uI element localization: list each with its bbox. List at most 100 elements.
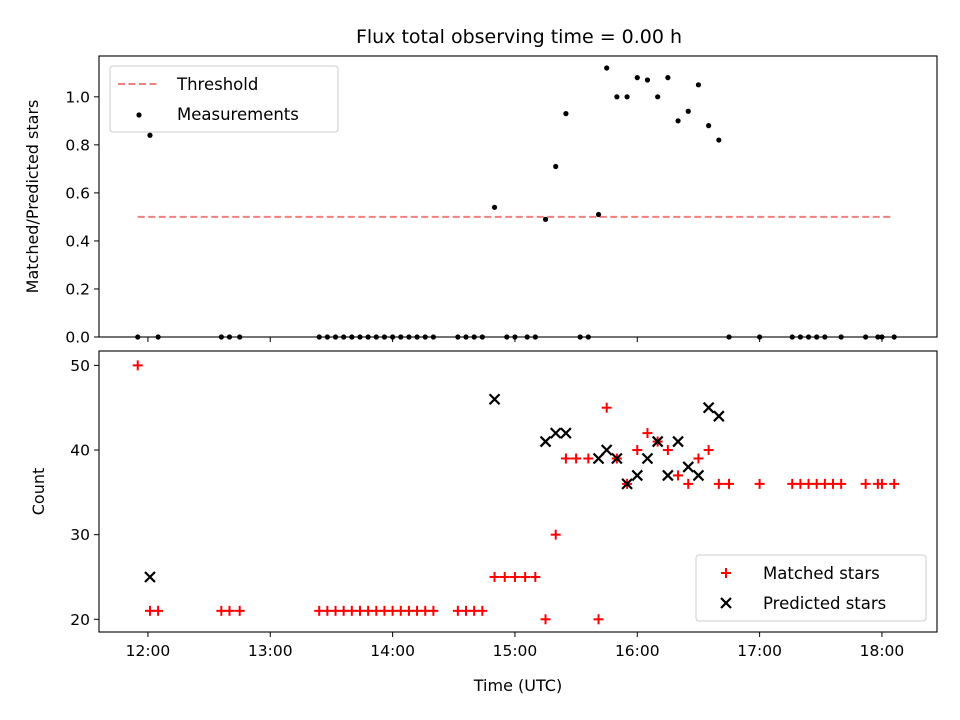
measurement-point	[675, 118, 681, 124]
axes-frame	[98, 55, 938, 338]
x-b	[702, 401, 715, 414]
legend-measurement-label: Measurements	[177, 105, 299, 124]
matched-star-point	[889, 478, 900, 489]
x-tick-label: 16:00	[615, 642, 660, 660]
matched-star-point	[662, 445, 673, 456]
y-tick-label: 50	[70, 357, 90, 375]
y-tick-label: 1.0	[65, 88, 90, 106]
measurement-point	[604, 65, 610, 71]
y-tick-label: 0.6	[65, 184, 90, 202]
x-b	[682, 461, 695, 473]
measurement-point	[665, 75, 671, 81]
y-tick-label: 0.8	[65, 136, 90, 154]
matched-star-point	[703, 445, 714, 456]
matched-star-point	[601, 402, 612, 413]
measurement-point	[716, 137, 722, 143]
matched-star-point	[642, 428, 653, 439]
matched-star-point	[724, 478, 735, 489]
x-tick-label: 12:00	[126, 642, 171, 660]
x-tick-label: 18:00	[860, 642, 905, 660]
x-b	[621, 478, 633, 490]
predicted-star-point	[560, 427, 572, 439]
legend-box	[695, 554, 927, 622]
measurement-point	[655, 94, 661, 100]
measurement-point	[614, 94, 620, 100]
legend-matched-label: Matched stars	[763, 564, 880, 583]
legend-box	[109, 65, 339, 133]
x-axis-label: Time (UTC)	[473, 676, 562, 695]
legend-threshold-label: Threshold	[176, 75, 258, 94]
predicted-star-point	[539, 435, 552, 448]
legend: Threshold Measurements	[109, 65, 339, 133]
measurement-point	[491, 204, 498, 210]
x-tick-label: 13:00	[248, 642, 293, 660]
matched-star-point	[683, 478, 694, 489]
predicted-star-point	[713, 410, 725, 422]
legend-measurement-swatch	[136, 112, 142, 118]
matched-star-point	[520, 571, 531, 582]
predicted-star-point	[144, 571, 156, 583]
measurement-point	[706, 123, 712, 129]
matched-star-point	[540, 614, 551, 625]
y-axis-label: Matched/Predicted stars	[23, 100, 42, 294]
measurement-point	[624, 94, 630, 100]
x-tick-label: 17:00	[737, 642, 782, 660]
matched-star-point	[632, 445, 643, 456]
measurement-point	[542, 216, 549, 222]
matched-star-point	[583, 453, 594, 464]
matched-star-point	[876, 478, 887, 489]
predicted-star-point	[549, 427, 562, 439]
x-b	[631, 469, 644, 482]
x-b	[692, 469, 705, 482]
x-tick-label: 14:00	[370, 642, 415, 660]
matched-star-point	[593, 614, 604, 625]
x-b	[672, 435, 684, 448]
y-axis-label: Count	[29, 468, 48, 516]
bottom-panel: 20 30 40 50 12:00 13:00 14:00 15:00 16:00 17:00 18…	[29, 350, 938, 695]
x-tick-label: 15:00	[493, 642, 538, 660]
matched-star-point	[477, 605, 488, 616]
matched-star-point	[224, 605, 235, 616]
axes-frame	[98, 350, 938, 633]
legend-predicted-swatch-b	[720, 597, 732, 609]
y-tick-label: 0.0	[65, 329, 90, 347]
y-tick-label: 0.4	[65, 232, 90, 250]
matched-star-point	[234, 605, 245, 616]
predicted-star-point	[662, 469, 674, 482]
matched-star-point	[489, 571, 500, 582]
x-b	[641, 452, 654, 465]
matched-star-point	[571, 453, 582, 464]
predicted-star-point	[672, 435, 684, 448]
measurement-point	[563, 111, 569, 117]
predicted-star-point	[631, 469, 644, 482]
matched-star-point	[428, 605, 439, 616]
x-b	[560, 427, 572, 439]
x-b	[713, 410, 725, 422]
matched-star-point	[509, 571, 520, 582]
x-b	[144, 571, 156, 583]
predicted-star-point	[702, 401, 715, 414]
matched-star-point	[153, 605, 164, 616]
predicted-star-point	[488, 393, 501, 406]
measurement-point	[634, 75, 640, 81]
x-b	[611, 452, 623, 465]
predicted-star-point	[651, 435, 664, 448]
measurement-point	[685, 108, 691, 114]
x-b	[539, 435, 552, 448]
matched-star-point	[132, 360, 143, 371]
y-tick-label: 40	[70, 442, 90, 460]
matched-star-point	[860, 478, 871, 489]
predicted-star-point	[621, 478, 633, 490]
matched-star-point	[713, 478, 724, 489]
x-b	[549, 427, 562, 439]
measurement-point	[553, 163, 559, 170]
legend-predicted-label: Predicted stars	[763, 594, 886, 613]
matched-star-point	[530, 571, 541, 582]
x-b	[662, 469, 674, 482]
matched-star-point	[754, 478, 765, 489]
predicted-star-point	[682, 461, 695, 473]
y-tick-label: 30	[70, 526, 90, 544]
x-b	[600, 444, 613, 456]
measurement-point	[595, 211, 602, 218]
